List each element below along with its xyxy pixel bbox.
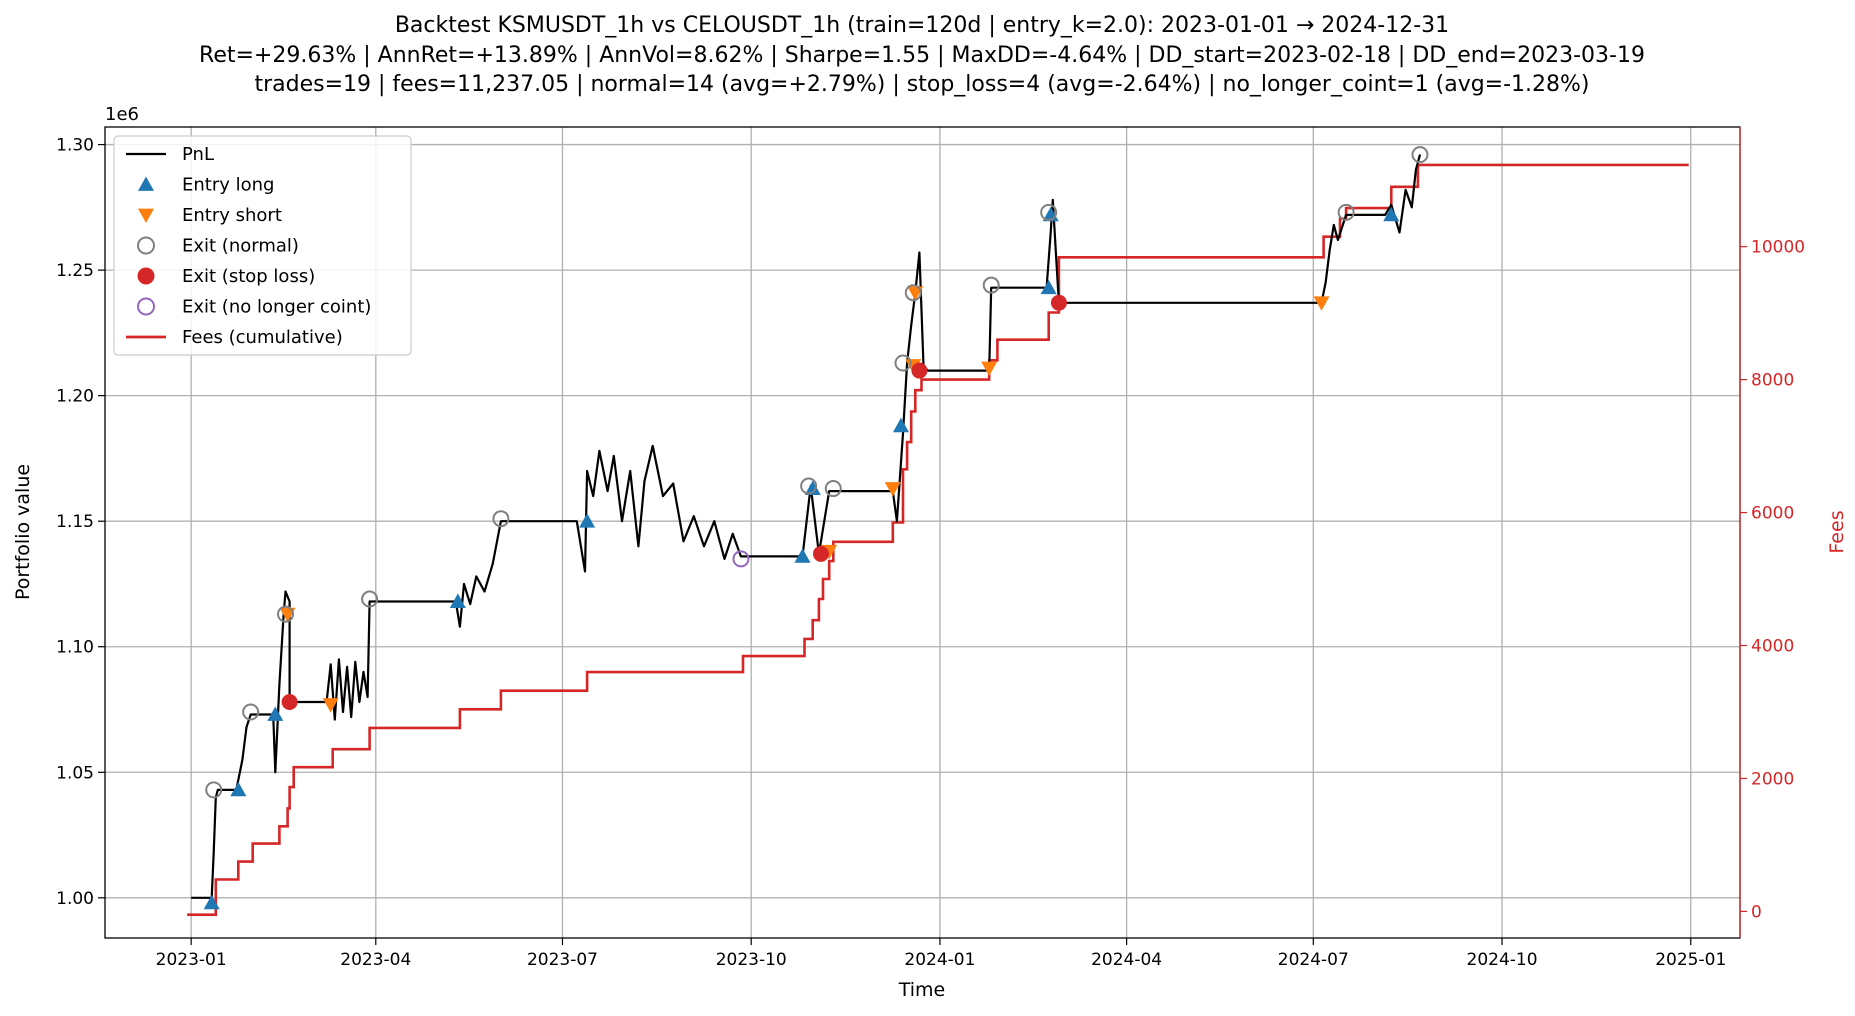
x-axis-ticks: 2023-01 2023-04 2023-07 2023-10 2024-01 2024-… (156, 938, 1726, 970)
exit-normal-marker (1040, 203, 1058, 221)
exit-normal-marker (277, 605, 295, 623)
legend-item: Fees (cumulative) (126, 327, 343, 348)
legend-item: Entry long (138, 175, 274, 196)
x-tick-label: 2024-07 (1278, 950, 1349, 970)
y-axis-ticks: 1.00 1.05 1.10 1.15 1.20 1.25 1.30 (56, 136, 105, 909)
x-tick-label: 2025-01 (1655, 950, 1726, 970)
legend-dot-swatch (137, 267, 155, 285)
exit-normal-marker (904, 284, 922, 302)
chart-title-line-3: trades=19 | fees=11,237.05 | normal=14 (… (254, 72, 1589, 97)
y-tick-label: 1.15 (56, 512, 94, 532)
legend-item: Exit (stop loss) (137, 266, 315, 287)
y2-axis-label: Fees (1826, 510, 1848, 553)
legend-box (113, 135, 412, 356)
exit-normal-marker (361, 590, 379, 608)
legend-tri-down-swatch (138, 208, 154, 223)
legend-item: PnL (126, 144, 214, 165)
y-tick-label: 1.25 (56, 261, 94, 281)
y2-tick-label: 0 (1751, 902, 1762, 922)
entry-short-marker (981, 361, 998, 377)
chart-title-line-2: Ret=+29.63% | AnnRet=+13.89% | AnnVol=8.… (199, 43, 1645, 68)
exit-normal-marker (205, 781, 223, 799)
legend-tri-up-swatch (138, 176, 154, 191)
entry-long-marker (267, 706, 284, 721)
legend-label: PnL (182, 144, 214, 165)
exit-stop-loss-marker (281, 693, 298, 710)
legend-label: Entry long (182, 175, 274, 196)
entry-long-marker (1383, 206, 1400, 222)
exit-stop-loss-marker (812, 545, 829, 562)
entry-long-marker (794, 548, 811, 563)
legend-label: Entry short (182, 205, 282, 226)
y-tick-label: 1.00 (56, 889, 94, 909)
x-tick-label: 2024-01 (904, 950, 975, 970)
legend-item: Exit (normal) (137, 236, 299, 257)
x-tick-label: 2023-01 (156, 950, 227, 970)
exit-normal-marker (1411, 146, 1429, 164)
y-tick-label: 1.05 (56, 763, 94, 783)
y2-tick-label: 2000 (1751, 769, 1794, 789)
y-tick-label: 1.30 (56, 136, 94, 156)
exit-no-longer-coint-marker (732, 550, 750, 568)
y2-axis-ticks: 0 2000 4000 6000 8000 10000 (1739, 127, 1805, 938)
exit-normal-marker (1337, 203, 1355, 221)
legend-item: Entry short (138, 205, 282, 226)
exit-normal-marker (492, 510, 510, 528)
y-tick-label: 1.10 (56, 638, 94, 658)
entry-long-marker (230, 781, 247, 797)
x-tick-label: 2023-10 (716, 950, 787, 970)
entry-long-marker (579, 513, 596, 528)
entry-long-marker (1040, 279, 1057, 295)
y2-tick-label: 4000 (1751, 637, 1794, 657)
entry-short-marker (1313, 296, 1330, 311)
x-tick-label: 2024-10 (1467, 950, 1538, 970)
entry-short-marker (322, 698, 339, 713)
legend-ring-swatch (137, 297, 155, 316)
exit-normal-marker (894, 354, 912, 372)
y-offset-label: 1e6 (105, 104, 139, 125)
chart-legend: PnL Entry long Entry short Exit (normal) Exi… (113, 135, 412, 356)
entry-long-marker (449, 593, 466, 608)
legend-label: Fees (cumulative) (182, 327, 343, 348)
y2-tick-label: 6000 (1751, 504, 1794, 524)
legend-label: Exit (normal) (182, 236, 299, 257)
y2-tick-label: 8000 (1751, 371, 1794, 391)
exit-stop-loss-marker (911, 362, 928, 379)
legend-item: Exit (no longer coint) (137, 297, 371, 318)
entry-short-marker (884, 482, 901, 497)
exit-normal-marker (800, 477, 818, 495)
legend-label: Exit (stop loss) (182, 266, 315, 287)
exit-normal-marker (824, 480, 842, 498)
trade-markers (203, 146, 1429, 910)
exit-normal-marker (982, 276, 1000, 294)
y2-tick-label: 10000 (1751, 238, 1805, 258)
legend-ring-swatch (137, 236, 155, 255)
x-tick-label: 2023-04 (340, 950, 411, 970)
y-tick-label: 1.20 (56, 387, 94, 407)
exit-stop-loss-marker (1050, 294, 1067, 311)
entry-long-marker (892, 417, 909, 433)
x-tick-label: 2023-07 (527, 950, 598, 970)
x-tick-label: 2024-04 (1091, 950, 1162, 970)
legend-label: Exit (no longer coint) (182, 297, 371, 318)
entry-long-marker (804, 480, 821, 495)
x-axis-label: Time (898, 979, 946, 1001)
chart-title-line-1: Backtest KSMUSDT_1h vs CELOUSDT_1h (trai… (395, 13, 1449, 38)
exit-normal-marker (242, 703, 260, 721)
grid-lines (105, 127, 1740, 938)
y-axis-label: Portfolio value (12, 464, 34, 600)
entry-long-marker (203, 894, 220, 910)
